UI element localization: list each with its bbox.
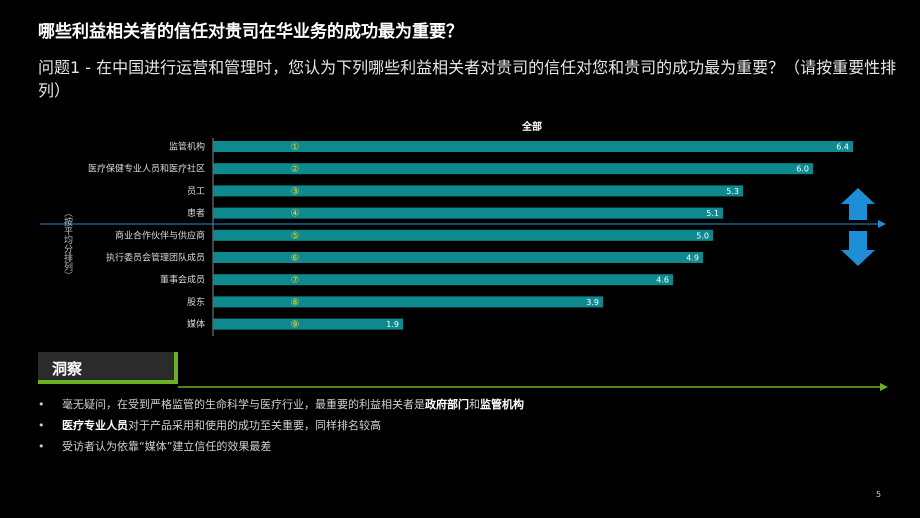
category-label: 员工 [187, 186, 205, 197]
y-axis-note: （按平均分排列） [62, 208, 72, 280]
insight-text: 和 [469, 398, 480, 411]
rank-label: ② [291, 164, 300, 175]
bar [213, 141, 853, 152]
value-label: 5.0 [696, 231, 709, 240]
value-label: 6.0 [796, 165, 809, 174]
insight-divider [178, 383, 888, 391]
bar [213, 185, 743, 197]
insight-bullet: 毫无疑问，在受到严格监管的生命科学与医疗行业，最重要的利益相关者是政府部门和监管… [38, 394, 658, 415]
category-label: 患者 [187, 207, 205, 219]
value-label: 6.4 [836, 143, 849, 152]
insight-emphasis: 政府部门 [425, 398, 469, 411]
divider-arrowhead [878, 220, 886, 228]
category-label: 商业合作伙伴与供应商 [115, 229, 205, 241]
insight-text: 受访者认为依靠“媒体”建立信任的效果最差 [62, 440, 272, 453]
value-label: 1.9 [386, 320, 399, 329]
bar [213, 296, 603, 308]
category-label: 医疗保健专业人员和医疗社区 [88, 163, 205, 175]
rank-label: ① [291, 142, 300, 153]
category-label: 媒体 [187, 318, 205, 330]
value-label: 3.9 [586, 298, 599, 307]
rank-label: ④ [291, 209, 300, 220]
rank-label: ⑨ [291, 320, 300, 331]
bar [213, 274, 673, 286]
insight-bullet: 医疗专业人员对于产品采用和使用的成功至关重要，同样排名较高 [38, 415, 658, 436]
down-arrow-icon [841, 231, 875, 266]
up-arrow-icon [841, 188, 875, 220]
insight-text: 毫无疑问，在受到严格监管的生命科学与医疗行业，最重要的利益相关者是 [62, 398, 425, 411]
category-label: 董事会成员 [160, 274, 205, 286]
rank-label: ③ [291, 186, 300, 197]
insight-emphasis: 医疗专业人员 [62, 419, 128, 432]
category-label: 监管机构 [169, 141, 205, 153]
category-label: 执行委员会管理团队成员 [106, 252, 205, 264]
value-label: 4.6 [656, 276, 669, 285]
insight-bullet: 受访者认为依靠“媒体”建立信任的效果最差 [38, 436, 658, 457]
bar [213, 252, 703, 263]
value-label: 5.3 [726, 187, 739, 196]
rank-label: ⑧ [291, 297, 300, 308]
page-number: 5 [876, 490, 882, 499]
insight-emphasis: 监管机构 [480, 398, 524, 411]
value-label: 4.9 [686, 254, 699, 263]
bar [213, 163, 813, 175]
rank-label: ⑤ [291, 231, 300, 242]
insight-header: 洞察 [52, 360, 83, 378]
insight-list: 毫无疑问，在受到严格监管的生命科学与医疗行业，最重要的利益相关者是政府部门和监管… [38, 394, 658, 457]
insight-header-tab: 洞察 [38, 352, 178, 384]
value-label: 5.1 [706, 209, 719, 218]
bar [213, 229, 713, 241]
category-label: 股东 [187, 296, 205, 308]
slide-title: 哪些利益相关者的信任对贵司在华业务的成功最为重要？ [38, 22, 463, 42]
question-text: 问题1 - 在中国进行运营和管理时，您认为下列哪些利益相关者对贵司的信任对您和贵… [38, 58, 897, 100]
chart-title: 全部 [521, 120, 542, 133]
rank-label: ⑥ [291, 253, 300, 264]
bar [213, 207, 723, 219]
bar [213, 318, 403, 330]
rank-label: ⑦ [291, 275, 300, 286]
insight-text: 对于产品采用和使用的成功至关重要，同样排名较高 [128, 419, 381, 432]
